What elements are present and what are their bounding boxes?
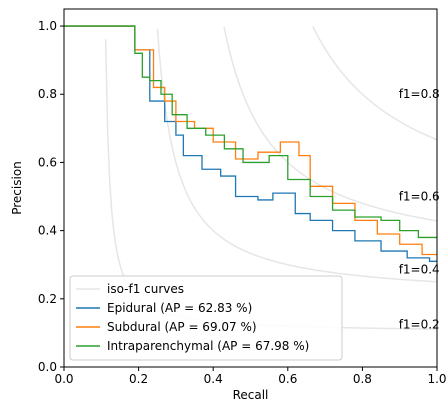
iso-f1-curve bbox=[156, 28, 437, 283]
x-tick-label: 0.2 bbox=[129, 372, 148, 386]
iso-f1-label: f1=0.4 bbox=[399, 263, 440, 277]
plot-frame bbox=[63, 8, 438, 368]
iso-f1-label: f1=0.2 bbox=[399, 317, 440, 331]
x-tick-label: 0.0 bbox=[54, 372, 73, 386]
legend-intraparenchymal-label: Intraparenchymal (AP = 67.98 %) bbox=[107, 339, 309, 353]
y-tick-label: 1.0 bbox=[38, 19, 57, 33]
y-tick-label: 0.6 bbox=[38, 155, 57, 169]
epidural-pr-curve bbox=[64, 25, 437, 262]
x-tick-label: 0.4 bbox=[204, 372, 223, 386]
iso-f1-curve bbox=[223, 26, 437, 222]
y-tick-label: 0.8 bbox=[38, 87, 57, 101]
legend-epidural-label: Epidural (AP = 62.83 %) bbox=[107, 301, 252, 315]
legend: iso-f1 curves Epidural (AP = 62.83 %) Su… bbox=[69, 275, 343, 361]
x-axis-label: Recall bbox=[233, 388, 269, 402]
x-tick-label: 1.0 bbox=[427, 372, 446, 386]
iso-f1-curve bbox=[312, 26, 437, 141]
iso-f1-labels: f1=0.2 f1=0.4 f1=0.6 f1=0.8 bbox=[399, 87, 440, 331]
y-axis-label: Precision bbox=[10, 161, 24, 215]
iso-f1-label: f1=0.6 bbox=[399, 190, 440, 204]
x-tick-label: 0.6 bbox=[278, 372, 297, 386]
legend-box bbox=[69, 275, 343, 361]
intraparenchymal-pr-curve bbox=[64, 25, 437, 239]
y-tick-label: 0.0 bbox=[38, 360, 57, 374]
y-tick-label: 0.2 bbox=[38, 292, 57, 306]
y-tick-label: 0.4 bbox=[38, 224, 57, 238]
x-tick-label: 0.8 bbox=[353, 372, 372, 386]
iso-f1-label: f1=0.8 bbox=[399, 87, 440, 101]
legend-subdural-label: Subdural (AP = 69.07 %) bbox=[107, 320, 257, 334]
series-lines bbox=[64, 25, 437, 262]
axis-ticks: 0.0 0.2 0.4 0.6 0.8 1.0 0.0 0.2 0.4 0.6 0.8 1.0 bbox=[38, 19, 446, 386]
legend-iso-label: iso-f1 curves bbox=[107, 282, 184, 296]
